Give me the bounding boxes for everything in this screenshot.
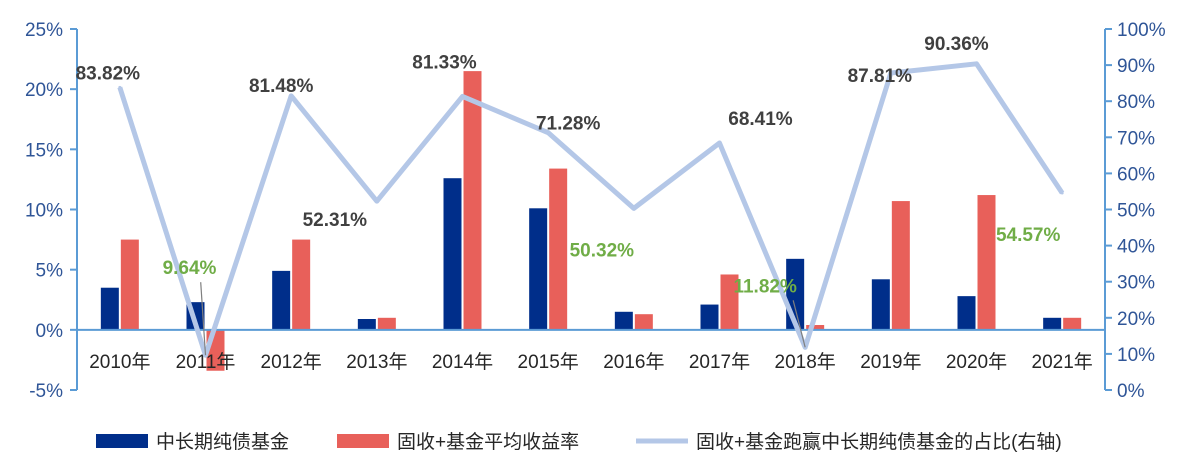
data-label-3: 52.31% <box>303 210 368 231</box>
axes-layer <box>76 29 1106 390</box>
data-label-0: 83.82% <box>76 63 141 84</box>
category-label-8: 2018年 <box>775 351 836 373</box>
bars-layer <box>100 71 1082 371</box>
right-tick-label-5: 50% <box>1117 201 1155 222</box>
line-point-0 <box>118 85 122 89</box>
data-label-6: 50.32% <box>570 240 635 261</box>
legend-swatch-pure-bond <box>96 434 148 448</box>
line-point-9 <box>889 71 893 75</box>
right-tick-label-2: 20% <box>1117 309 1155 330</box>
left-tick-label-5: 20% <box>25 80 63 101</box>
legend: 中长期纯债基金 固收+基金平均收益率 固收+基金跑赢中长期纯债基金的占比(右轴) <box>96 431 1062 453</box>
bar-pure-bond-2 <box>272 270 291 330</box>
right-tick-label-4: 40% <box>1117 237 1155 258</box>
line-point-4 <box>461 94 464 98</box>
bar-fixed-income-plus-8 <box>806 325 825 330</box>
line-point-2 <box>289 94 293 98</box>
line-point-3 <box>375 199 379 203</box>
category-label-7: 2017年 <box>689 351 750 373</box>
right-tick-label-7: 70% <box>1117 128 1155 149</box>
bar-fixed-income-plus-9 <box>891 201 910 330</box>
right-axis-ticks: 0% 10% 20% 30% 40% 50% 60% 70% 80% 90% 100% <box>1105 20 1166 402</box>
line-point-7 <box>718 141 721 145</box>
bar-fixed-income-plus-11 <box>1063 317 1082 330</box>
bar-pure-bond-7 <box>700 304 719 330</box>
data-labels-layer: 83.82% 9.64% 81.48% 52.31% 81.33% 71.28% 50.32… <box>76 34 1061 356</box>
bar-pure-bond-3 <box>357 319 376 330</box>
legend-label-pure-bond: 中长期纯债基金 <box>156 431 289 453</box>
leader-line-8 <box>792 300 806 348</box>
right-tick-label-3: 30% <box>1117 273 1155 294</box>
bar-pure-bond-11 <box>1043 317 1062 330</box>
right-tick-label-0: 0% <box>1117 381 1145 402</box>
legend-label-fixed-income-plus: 固收+基金平均收益率 <box>397 431 579 453</box>
bar-fixed-income-plus-3 <box>377 317 396 330</box>
category-label-3: 2013年 <box>346 351 407 373</box>
data-label-11: 54.57% <box>996 225 1061 246</box>
line-point-11 <box>1060 191 1064 195</box>
data-label-9: 87.81% <box>848 66 913 87</box>
right-tick-label-8: 80% <box>1117 92 1155 113</box>
category-label-10: 2020年 <box>946 351 1007 373</box>
legend-swatch-fixed-income-plus <box>337 434 389 448</box>
right-tick-label-9: 90% <box>1117 56 1155 77</box>
category-label-4: 2014年 <box>432 351 493 373</box>
line-layer <box>117 61 1065 358</box>
left-tick-label-4: 15% <box>25 140 63 161</box>
category-label-1: 2011年 <box>176 351 236 373</box>
data-label-4: 81.33% <box>412 52 477 73</box>
line-point-5 <box>546 131 550 135</box>
right-tick-label-6: 60% <box>1117 164 1155 185</box>
bar-fixed-income-plus-4 <box>463 71 482 330</box>
right-tick-label-1: 10% <box>1117 345 1155 366</box>
bar-fixed-income-plus-5 <box>549 168 568 330</box>
right-tick-label-10: 100% <box>1117 20 1166 41</box>
bar-fixed-income-plus-2 <box>292 239 311 330</box>
bar-pure-bond-4 <box>443 178 462 330</box>
left-tick-label-3: 10% <box>25 201 63 222</box>
category-labels: 2010年 2011年 2012年 2013年 2014年 2015年 2016年 2017年… <box>89 351 1093 373</box>
left-tick-label-1: 0% <box>36 321 64 342</box>
category-label-6: 2016年 <box>603 351 664 373</box>
data-label-10: 90.36% <box>924 34 989 55</box>
left-axis-ticks: -5% 0% 5% 10% 15% 20% 25% <box>25 20 77 402</box>
bar-fixed-income-plus-10 <box>977 195 996 330</box>
category-label-9: 2019年 <box>860 351 921 373</box>
outperform-ratio-line <box>117 61 1065 358</box>
data-label-1: 9.64% <box>163 258 217 279</box>
category-label-11: 2021年 <box>1032 351 1093 373</box>
category-label-5: 2015年 <box>518 351 579 373</box>
category-label-2: 2012年 <box>261 351 322 373</box>
line-point-10 <box>975 62 978 66</box>
legend-label-outperform-ratio: 固收+基金跑赢中长期纯债基金的占比(右轴) <box>696 431 1062 453</box>
data-label-7: 68.41% <box>728 109 793 130</box>
line-point-6 <box>632 206 636 210</box>
bar-fixed-income-plus-7 <box>720 274 739 330</box>
category-label-0: 2010年 <box>89 351 150 373</box>
bar-pure-bond-6 <box>614 311 633 330</box>
leader-line-1 <box>200 282 207 356</box>
bar-pure-bond-10 <box>957 296 976 330</box>
data-label-2: 81.48% <box>249 76 314 97</box>
bar-fixed-income-plus-0 <box>120 239 139 330</box>
bar-pure-bond-5 <box>529 208 548 330</box>
left-tick-label-2: 5% <box>36 261 64 282</box>
data-label-8: 11.82% <box>733 276 796 297</box>
bar-fixed-income-plus-6 <box>634 314 653 330</box>
bar-pure-bond-9 <box>871 279 890 330</box>
left-tick-label-0: -5% <box>29 381 63 402</box>
bar-pure-bond-0 <box>100 287 119 330</box>
data-label-5: 71.28% <box>536 114 601 135</box>
left-tick-label-6: 25% <box>25 20 63 41</box>
